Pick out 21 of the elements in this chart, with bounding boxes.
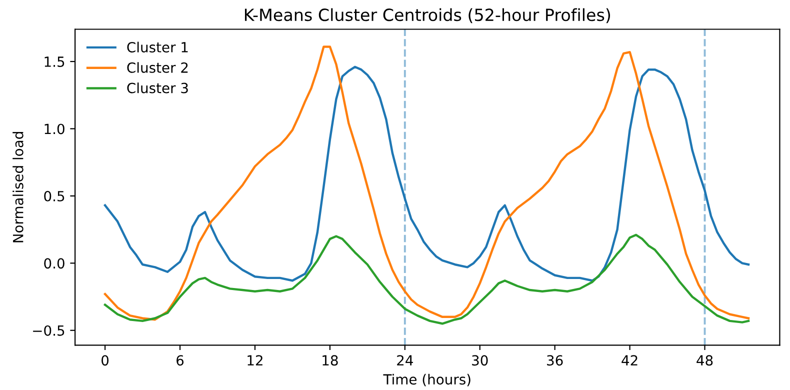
x-tick-label: 36 [547, 355, 563, 366]
x-tick-label: 12 [248, 355, 262, 366]
x-tick-label: 30 [472, 355, 488, 366]
x-tick-label: 18 [322, 355, 338, 366]
y-tick-label: 1.0 [44, 124, 64, 134]
y-tick-label: 0.5 [44, 190, 64, 202]
legend-label: Cluster 3 [127, 82, 188, 94]
chart-title: K-Means Cluster Centroids (52-hour Profiles) [244, 8, 610, 24]
x-tick-label: 0 [102, 355, 109, 366]
y-axis-title: Normalised load [12, 132, 24, 242]
x-axis-title: Time (hours) [383, 374, 470, 386]
x-tick-label: 48 [696, 355, 713, 366]
x-tick-label: 6 [176, 355, 184, 366]
y-tick-label: 0.0 [44, 258, 64, 269]
legend-label: Cluster 1 [127, 42, 188, 52]
y-tick-label: −0.5 [33, 325, 64, 336]
y-tick-label: 1.5 [44, 56, 64, 67]
legend-label: Cluster 2 [127, 62, 188, 73]
x-tick-label: 42 [622, 355, 638, 366]
x-tick-label: 24 [397, 355, 413, 366]
line-series [104, 234, 750, 325]
